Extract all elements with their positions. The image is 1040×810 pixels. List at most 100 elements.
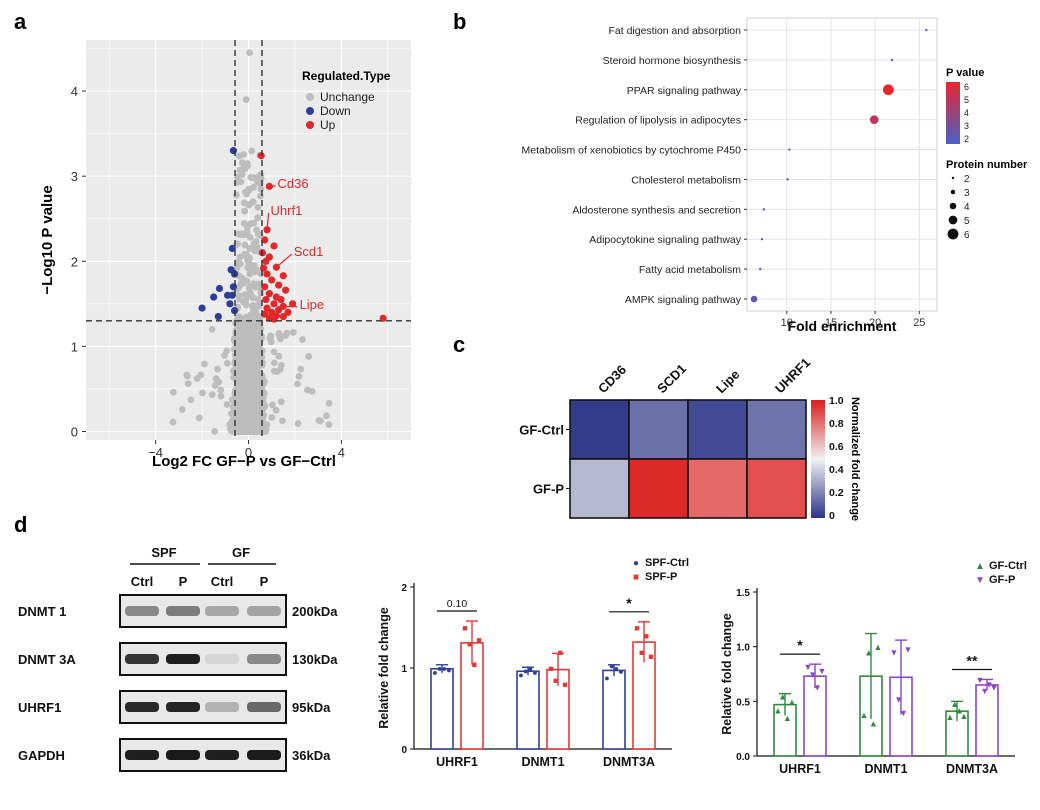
point-unchange: [211, 382, 219, 389]
point-unchange: [223, 401, 231, 408]
point-unchange: [223, 347, 231, 355]
point-unchange: [247, 388, 255, 395]
point-unchange: [275, 329, 283, 337]
point-unchange: [325, 399, 333, 407]
point-unchange: [235, 284, 243, 292]
point-unchange: [169, 388, 177, 396]
point-unchange: [268, 414, 276, 421]
x-tick-label: 20: [869, 317, 881, 329]
pathway-dot: [882, 84, 894, 96]
legend-label: Down: [320, 104, 351, 118]
point-unchange: [249, 309, 257, 317]
x-tick-label: 4: [338, 445, 345, 460]
heatmap-colorbar: [811, 400, 825, 518]
point-unchange: [234, 361, 241, 368]
point-up: [279, 272, 287, 280]
point-unchange: [308, 387, 316, 395]
data-point: ▲: [955, 706, 964, 716]
heatmap-colorbar-ticks: 1.0 0.8 0.6 0.4 0.2 0: [829, 395, 844, 522]
point-up: [265, 253, 273, 261]
point-unchange: [230, 335, 238, 342]
pathway-label: Fatty acid metabolism: [639, 264, 741, 276]
y-tick-label: 1.0: [736, 643, 750, 654]
point-unchange: [254, 312, 262, 320]
data-point: ▼: [813, 683, 822, 693]
point-unchange: [183, 371, 191, 379]
size-legend-label: 6: [964, 230, 970, 241]
data-point: ▲: [788, 697, 797, 707]
kegg-dots: [750, 28, 928, 303]
pathway-dot: [788, 148, 791, 151]
point-unchange: [235, 292, 243, 300]
legend-marker: ▲: [975, 561, 985, 572]
point-unchange: [257, 325, 265, 333]
point-unchange: [243, 277, 251, 285]
point-unchange: [247, 173, 255, 181]
significance-label: *: [626, 595, 632, 611]
size-legend-marker: [949, 202, 957, 210]
y-axis-label: Relative fold change: [377, 607, 391, 729]
point-unchange: [253, 243, 261, 251]
blot-lane-label: Ctrl: [211, 574, 233, 589]
volcano-x-label: Log2 FC GF−P vs GF−Ctrl: [152, 453, 336, 470]
blot-size-label: 200kDa: [292, 604, 338, 619]
point-down: [228, 291, 236, 299]
pathway-label: Metabolism of xenobiotics by cytochrome …: [522, 145, 742, 157]
kegg-plot-area: [746, 17, 938, 312]
point-unchange: [239, 352, 247, 360]
blot-lane-label: P: [260, 574, 269, 589]
p-value-tick: 5: [964, 95, 969, 105]
y-tick-label: 0.0: [736, 752, 750, 763]
kegg-x-label: Fold enrichment: [788, 318, 897, 334]
pathway-label: Cholesterol metabolism: [631, 174, 741, 186]
legend-label: Up: [320, 118, 336, 132]
point-unchange: [241, 250, 249, 258]
data-point: ●: [609, 661, 614, 671]
point-unchange: [240, 150, 247, 158]
heatmap-cell: [628, 458, 689, 519]
data-point: ▼: [904, 644, 913, 654]
point-unchange: [235, 313, 243, 321]
point-unchange: [295, 373, 303, 380]
point-unchange: [239, 298, 247, 306]
volcano-plot: Cd36 Uhrf1 Scd1 Lipe −4 0 4 0 1 2 3 4 Log2 FC GF−P…: [39, 40, 411, 470]
annotation-label: Uhrf1: [271, 203, 303, 218]
p-value-tick: 4: [964, 108, 969, 118]
size-legend-marker: [950, 189, 956, 195]
heatmap-column-label: SCD1: [654, 361, 689, 396]
data-point: ■: [476, 635, 481, 645]
point-unchange: [235, 230, 242, 238]
point-unchange: [236, 342, 244, 350]
pathway-dot: [750, 295, 758, 303]
point-unchange: [241, 207, 249, 215]
blot-protein-label: DNMT 1: [18, 604, 66, 619]
data-point: ▼: [808, 670, 817, 680]
point-unchange: [258, 394, 265, 402]
blot-band: [205, 606, 239, 616]
point-unchange: [211, 427, 219, 435]
y-axis-label: Relative fold change: [720, 613, 734, 735]
data-point: ■: [644, 631, 649, 641]
data-point: ●: [528, 664, 533, 674]
volcano-annotations: Cd36 Uhrf1 Scd1 Lipe: [266, 176, 324, 312]
heatmap-cell: [569, 399, 630, 460]
size-legend-label: 5: [964, 216, 970, 227]
category-label: UHRF1: [779, 762, 821, 776]
point-unchange: [241, 188, 249, 196]
x-tick-label: 25: [913, 317, 925, 329]
point-unchange: [230, 403, 238, 410]
legend-marker: ▼: [975, 575, 985, 586]
legend-label: Unchange: [320, 90, 375, 104]
data-point: ▼: [894, 695, 903, 705]
point-up: [263, 270, 271, 278]
data-point: ●: [518, 670, 523, 680]
legend-label: GF-P: [989, 574, 1015, 586]
point-unchange: [283, 329, 291, 337]
point-unchange: [247, 378, 255, 386]
point-up: [275, 281, 283, 289]
point-unchange: [242, 388, 250, 396]
x-tick-label: 0: [245, 445, 252, 460]
point-unchange: [247, 220, 254, 228]
